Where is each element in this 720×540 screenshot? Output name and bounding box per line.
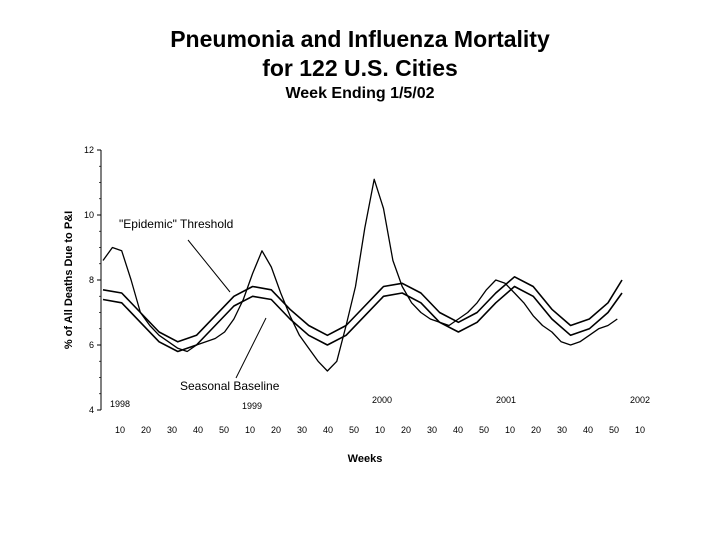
x-week-tick-label: 10 — [245, 425, 255, 435]
chart-subtitle: Week Ending 1/5/02 — [285, 85, 435, 102]
x-week-tick-label: 20 — [531, 425, 541, 435]
x-week-tick-label: 10 — [115, 425, 125, 435]
annotation-leader-baseline — [235, 317, 267, 379]
x-year-label: 2001 — [496, 395, 516, 405]
chart-title: Pneumonia and Influenza Mortality — [170, 26, 550, 52]
x-week-tick-label: 20 — [401, 425, 411, 435]
series-line-observed — [102, 178, 618, 372]
x-week-tick-label: 50 — [219, 425, 229, 435]
series-line-seasonal-baseline — [102, 285, 623, 353]
series-lines — [102, 178, 623, 372]
x-week-tick-label: 30 — [427, 425, 437, 435]
x-year-label: 2000 — [372, 395, 392, 405]
x-week-tick-label: 10 — [635, 425, 645, 435]
y-tick-label: 4 — [89, 405, 94, 415]
x-week-tick-label: 30 — [557, 425, 567, 435]
x-week-tick-label: 40 — [453, 425, 463, 435]
x-week-tick-label: 40 — [193, 425, 203, 435]
y-axis-label: % of All Deaths Due to P&I — [63, 211, 75, 349]
x-week-tick-label: 50 — [349, 425, 359, 435]
chart-title-line2: for 122 U.S. Cities — [262, 55, 458, 81]
x-week-tick-label: 50 — [479, 425, 489, 435]
x-week-tick-label: 50 — [609, 425, 619, 435]
annotation-leader-threshold — [187, 239, 231, 293]
y-tick-label: 6 — [89, 340, 94, 350]
x-year-label: 2002 — [630, 395, 650, 405]
x-week-tick-label: 30 — [167, 425, 177, 435]
x-week-tick-label: 40 — [583, 425, 593, 435]
x-axis-label: Weeks — [348, 453, 383, 465]
x-year-label: 1998 — [110, 399, 130, 409]
x-week-tick-label: 10 — [505, 425, 515, 435]
x-year-label: 1999 — [242, 401, 262, 411]
axes: 4 6 8 10 12 % of All Deaths Due to P&I 10 20 30 4… — [63, 145, 650, 465]
x-week-tick-label: 20 — [141, 425, 151, 435]
x-week-tick-label: 20 — [271, 425, 281, 435]
annotation-epidemic-threshold: "Epidemic" Threshold — [119, 217, 233, 231]
x-week-tick-label: 30 — [297, 425, 307, 435]
x-week-tick-label: 40 — [323, 425, 333, 435]
y-tick-label: 10 — [84, 210, 94, 220]
annotation-seasonal-baseline: Seasonal Baseline — [180, 379, 280, 393]
series-line-epidemic-threshold — [102, 276, 623, 343]
y-tick-label: 8 — [89, 275, 94, 285]
x-week-tick-label: 10 — [375, 425, 385, 435]
annotations: "Epidemic" Threshold Seasonal Baseline — [119, 217, 280, 393]
y-tick-label: 12 — [84, 145, 94, 155]
